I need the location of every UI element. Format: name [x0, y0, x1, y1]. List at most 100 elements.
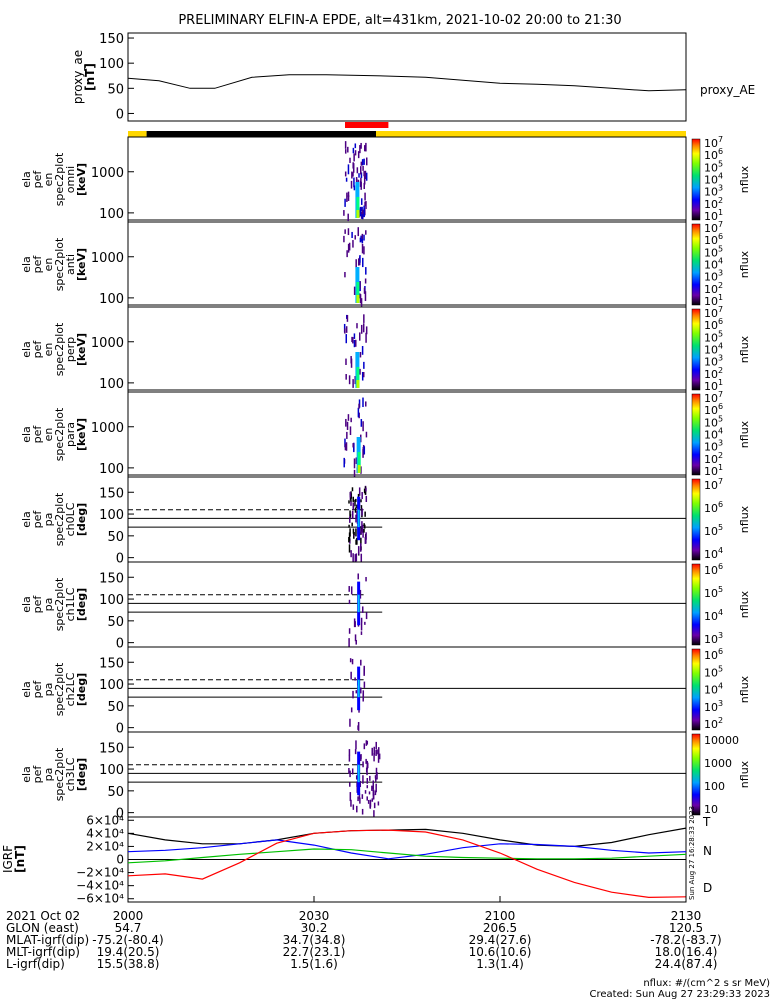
spec-pixel: [352, 379, 354, 388]
table-row-label: 2021 Oct 02: [6, 909, 80, 923]
pa-pixel: [371, 798, 374, 802]
pa-pixel: [377, 747, 380, 755]
spec-core: [357, 465, 361, 473]
pa-pixel: [350, 671, 352, 680]
colorbar-label: 104: [704, 546, 723, 561]
pa-pixel: [375, 741, 377, 750]
igrf-series-T: [127, 827, 687, 848]
spec-pixel: [365, 172, 368, 181]
igrf-ytick-label: 6×10⁴: [86, 813, 124, 827]
spec-pixel: [348, 242, 351, 251]
pa-pixel: [360, 537, 362, 546]
colorbar-title: nflux: [738, 505, 751, 533]
pa-pixel: [364, 511, 366, 517]
spec-pixel: [363, 234, 365, 241]
table-cell: 1.5(1.6): [290, 957, 338, 971]
pa-pixel: [350, 550, 352, 558]
pa-ylabel-line: pef: [31, 510, 44, 529]
spec-pixel: [353, 177, 355, 188]
spec-pixel: [360, 142, 362, 149]
igrf-ylabel-line: IGRF: [1, 845, 15, 873]
pa-ytick-label: 150: [99, 741, 124, 756]
pa-ytick-label: 100: [99, 763, 124, 778]
pa-pixel: [358, 793, 361, 800]
plot-title: PRELIMINARY ELFIN-A EPDE, alt=431km, 202…: [178, 13, 621, 28]
pa-ytick-label: 150: [99, 486, 124, 501]
table-cell: 30.2: [301, 921, 328, 935]
spec-pixel: [359, 166, 362, 175]
spec-pixel: [347, 414, 350, 421]
pa-pixel: [350, 799, 352, 807]
spec-pixel: [356, 323, 358, 329]
pa-pixel: [366, 760, 369, 770]
table-cell: 206.5: [483, 921, 517, 935]
spec-pixel: [347, 164, 350, 175]
pa-pixel: [362, 761, 364, 768]
spec-pixel: [347, 146, 349, 153]
igrf-date-stamp: Sun Aug 27 16:28:33 2023: [688, 806, 696, 900]
spec-pixel: [351, 171, 353, 179]
energy-ylabel-line: pef: [31, 425, 44, 444]
pa-pixel: [348, 524, 350, 528]
energy-ylabel-line: ela: [20, 256, 33, 273]
pa-pixel: [356, 781, 358, 787]
pa-pixel: [375, 783, 377, 793]
pa-pixel: [365, 487, 367, 492]
spec-pixel: [365, 326, 368, 335]
spec-pixel: [346, 192, 348, 202]
pa-pixel: [366, 740, 369, 745]
spec-pixel: [360, 419, 363, 427]
pa-pixel: [374, 790, 377, 796]
colorbar-label: 1000: [704, 757, 732, 770]
pa-ytick-label: 150: [99, 571, 124, 586]
table-row-label: GLON (east): [6, 921, 79, 935]
pa-pixel: [373, 802, 376, 809]
spec-pixel: [359, 237, 362, 243]
spec-pixel: [363, 175, 366, 185]
pa-ylabel-line: ela: [20, 511, 33, 528]
ae-ytick-label: 0: [116, 107, 124, 122]
spec-pixel: [354, 150, 357, 156]
colorbar: [691, 648, 701, 731]
pa-pixel: [352, 528, 355, 534]
igrf-legend-D: D: [703, 881, 712, 895]
colorbar-title: nflux: [738, 675, 751, 703]
spec-pixel: [363, 361, 365, 369]
table-row-label: L-igrf(dip): [6, 957, 65, 971]
pa-ylabel-line: pa: [42, 683, 55, 697]
spec-pixel: [358, 173, 360, 178]
created-stamp: Created: Sun Aug 27 23:29:33 2023: [590, 989, 770, 1000]
spec-pixel: [353, 469, 356, 477]
pa-pixel: [349, 718, 351, 727]
pa-ylabel-line: pa: [42, 768, 55, 782]
spec-pixel: [348, 375, 351, 385]
table-cell: 34.7(34.8): [283, 933, 346, 947]
colorbar-label: 105: [704, 664, 723, 679]
spec-pixel: [365, 157, 368, 166]
spec-pixel: [359, 368, 361, 375]
spec-pixel: [353, 458, 356, 469]
pa-pixel: [376, 749, 378, 755]
spec-pixel: [358, 403, 360, 409]
spec-pixel: [345, 442, 348, 451]
spec-pixel: [344, 171, 347, 177]
pa-ylabel-line: spec2plot: [53, 577, 66, 631]
energy-ylabel-line: en: [42, 343, 55, 357]
pa-pixel: [361, 808, 364, 815]
colorbar-label: 105: [704, 585, 723, 600]
colorbar: [691, 308, 701, 391]
spec-pixel: [364, 192, 366, 201]
energy-ylabel-line: spec2plot: [53, 237, 66, 291]
spec-pixel: [344, 271, 346, 278]
spec-pixel: [364, 170, 367, 180]
pa-pixel: [354, 749, 357, 755]
spec-pixel: [361, 206, 363, 212]
pa-pixel: [361, 492, 363, 500]
pa-pixel: [375, 767, 378, 776]
energy-ylabel-line: spec2plot: [53, 322, 66, 376]
energy-ylabel-line: para: [64, 422, 77, 447]
spec-pixel: [352, 337, 354, 344]
pa-pixel: [351, 487, 354, 492]
table-cell: 22.7(23.1): [283, 945, 346, 959]
